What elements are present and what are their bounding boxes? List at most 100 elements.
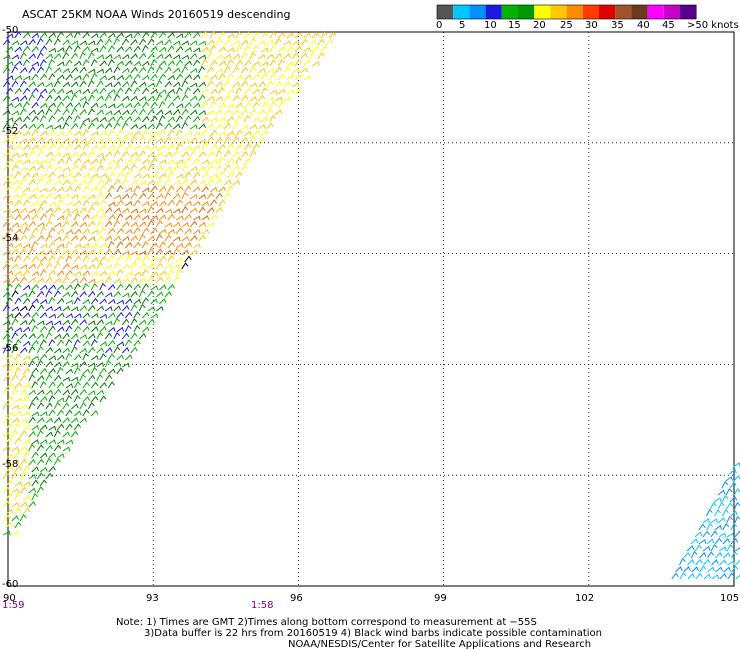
wind-barb bbox=[79, 40, 88, 46]
wind-barb bbox=[62, 137, 71, 144]
legend-swatch bbox=[631, 5, 648, 19]
wind-barb bbox=[240, 94, 249, 102]
wind-barb bbox=[209, 199, 217, 207]
wind-barb bbox=[2, 387, 10, 396]
wind-barb bbox=[124, 324, 132, 333]
wind-barb bbox=[88, 165, 96, 172]
wind-barb bbox=[22, 115, 31, 123]
wind-barb bbox=[269, 59, 277, 67]
wind-barb bbox=[105, 292, 113, 298]
wind-barb bbox=[209, 100, 217, 109]
wind-barb bbox=[56, 423, 65, 431]
wind-barb bbox=[121, 318, 130, 326]
wind-barb bbox=[62, 108, 70, 116]
wind-barb bbox=[240, 151, 249, 158]
wind-barb bbox=[206, 66, 215, 74]
wind-barb bbox=[175, 227, 184, 235]
wind-barb bbox=[11, 306, 20, 312]
wind-barb bbox=[14, 327, 23, 333]
wind-barb bbox=[138, 332, 147, 340]
wind-barb bbox=[65, 102, 73, 109]
wind-barb bbox=[11, 404, 20, 410]
wind-barb bbox=[130, 38, 138, 46]
wind-barb bbox=[104, 192, 113, 200]
wind-barb bbox=[39, 466, 48, 473]
wind-barb bbox=[36, 375, 45, 382]
wind-barb bbox=[192, 200, 201, 207]
wind-barb bbox=[190, 166, 198, 172]
wind-barb bbox=[39, 255, 48, 263]
wind-barb bbox=[249, 108, 257, 116]
wind-barb bbox=[20, 403, 28, 410]
wind-barb bbox=[107, 116, 116, 123]
wind-barb bbox=[6, 75, 14, 81]
wind-barb bbox=[57, 215, 65, 221]
wind-barb bbox=[122, 53, 130, 60]
wind-barb bbox=[113, 194, 122, 200]
wind-barb bbox=[82, 143, 90, 151]
wind-barb bbox=[184, 60, 192, 67]
wind-barb bbox=[22, 269, 31, 277]
wind-barb bbox=[277, 73, 286, 81]
wind-barb bbox=[45, 389, 54, 396]
wind-barb bbox=[65, 45, 73, 53]
wind-barb bbox=[65, 338, 73, 347]
wind-barb bbox=[70, 122, 79, 130]
wind-barb bbox=[702, 545, 711, 552]
wind-barb bbox=[31, 73, 39, 81]
wind-barb bbox=[6, 411, 14, 417]
wind-barb bbox=[167, 45, 175, 53]
wind-barb bbox=[121, 347, 130, 354]
wind-barb bbox=[22, 326, 31, 333]
wind-barb bbox=[62, 208, 71, 214]
wind-barb bbox=[133, 311, 141, 319]
wind-barb bbox=[11, 388, 19, 396]
wind-barb bbox=[53, 388, 62, 396]
wind-barb bbox=[125, 200, 133, 207]
wind-barb bbox=[294, 45, 303, 53]
wind-barb bbox=[286, 32, 294, 39]
wind-barb bbox=[155, 109, 164, 116]
wind-barb bbox=[91, 144, 99, 151]
wind-barb bbox=[210, 173, 218, 179]
wind-barb bbox=[206, 207, 215, 214]
wind-barb bbox=[65, 299, 74, 305]
wind-barb bbox=[133, 298, 142, 305]
wind-barb bbox=[36, 193, 45, 200]
wind-barb bbox=[79, 264, 88, 270]
wind-barb bbox=[150, 115, 158, 123]
wind-barb bbox=[167, 74, 176, 81]
wind-barb bbox=[96, 152, 105, 158]
wind-barb bbox=[87, 79, 95, 88]
wind-barb bbox=[130, 346, 138, 354]
wind-barb bbox=[96, 138, 105, 144]
wind-barb bbox=[11, 65, 19, 74]
wind-barb bbox=[201, 228, 210, 235]
wind-barb bbox=[22, 186, 31, 193]
wind-barb bbox=[124, 143, 133, 151]
wind-barb bbox=[14, 397, 23, 403]
wind-barb bbox=[48, 212, 56, 221]
wind-barb bbox=[3, 362, 11, 368]
wind-barb bbox=[11, 331, 19, 340]
note-line-1: Note: 1) Times are GMT 2)Times along bot… bbox=[116, 617, 537, 628]
wind-barb bbox=[727, 572, 735, 580]
wind-barb bbox=[138, 150, 146, 158]
wind-barb bbox=[22, 214, 31, 221]
wind-barb bbox=[155, 207, 164, 214]
wind-barb bbox=[116, 157, 124, 165]
wind-barb bbox=[14, 437, 22, 445]
wind-barb bbox=[48, 114, 56, 123]
wind-barb bbox=[116, 185, 124, 193]
wind-barb bbox=[62, 332, 70, 340]
wind-barb bbox=[48, 143, 56, 151]
wind-barb bbox=[22, 130, 31, 137]
wind-barb bbox=[45, 262, 53, 270]
wind-barb bbox=[22, 255, 30, 263]
wind-barb bbox=[104, 220, 113, 228]
wind-barb bbox=[181, 65, 189, 74]
wind-barb bbox=[3, 460, 11, 466]
wind-barb bbox=[14, 159, 23, 165]
wind-barb bbox=[201, 46, 210, 53]
